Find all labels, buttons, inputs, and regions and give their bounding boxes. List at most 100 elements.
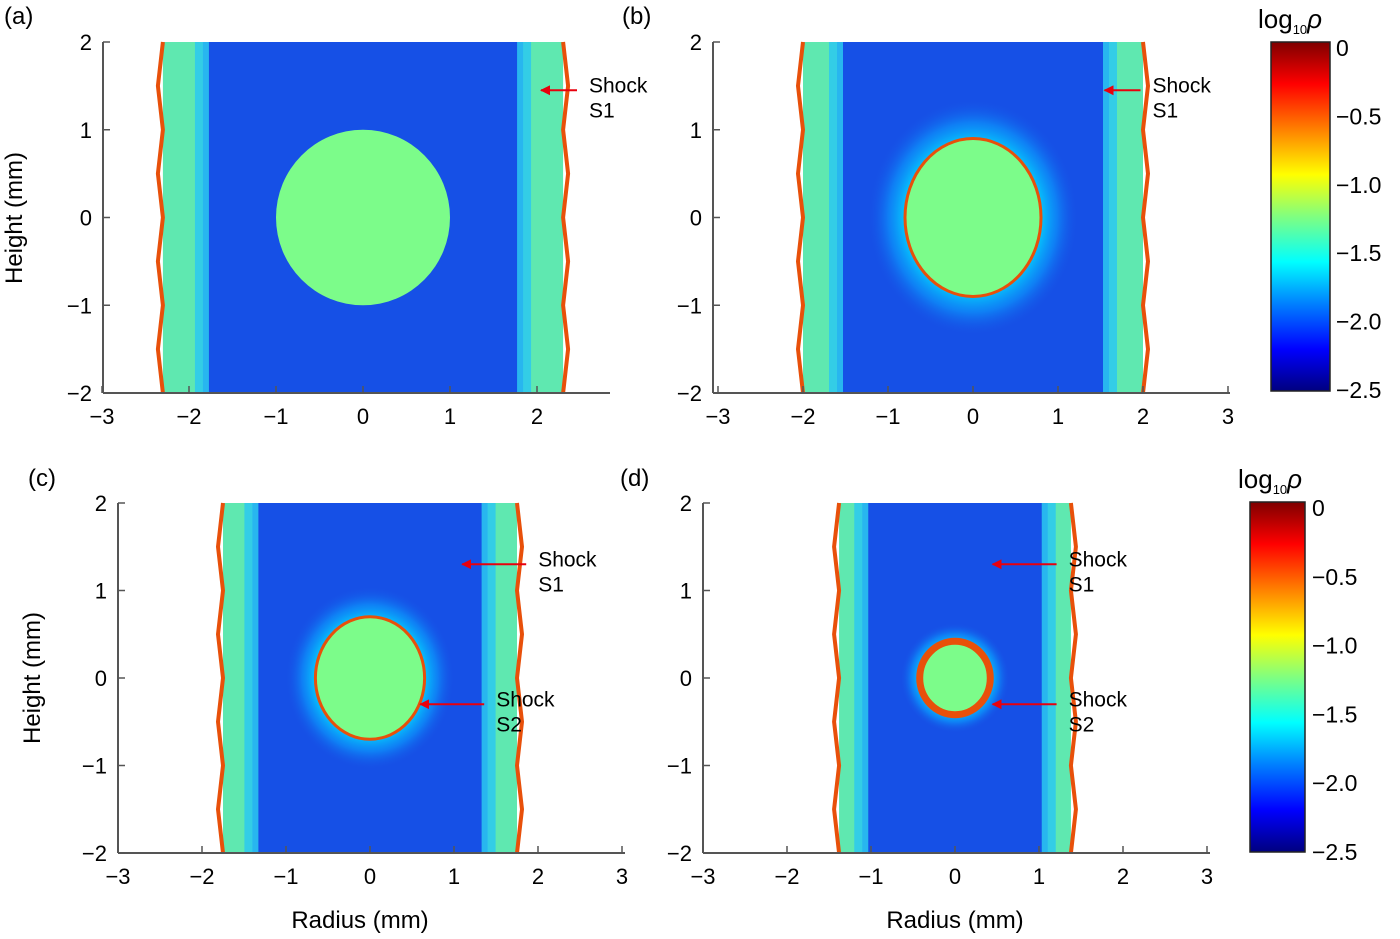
x-tick-label: −3 xyxy=(105,864,130,889)
y-tick-label: −1 xyxy=(667,754,692,779)
colorbar-top-ticks: 0 −0.5 −1.0 −1.5 −2.0 −2.5 xyxy=(1336,35,1381,403)
transition-band-left xyxy=(829,42,843,393)
panel-label-d: (d) xyxy=(620,465,649,492)
colorbar-tick-label: −0.5 xyxy=(1336,103,1381,129)
colorbar-bottom-gradient xyxy=(1249,501,1306,853)
colorbar-top-gradient xyxy=(1270,41,1331,392)
annotation-label-line2: S1 xyxy=(589,99,615,122)
x-tick-label: 2 xyxy=(532,864,544,889)
y-tick-label: −1 xyxy=(82,754,107,779)
y-tick-label: 2 xyxy=(80,30,92,55)
annotation-label-line1: Shock xyxy=(496,688,555,711)
annotation-label-line1: Shock xyxy=(1069,688,1128,711)
shock-s1-front-left xyxy=(155,41,165,394)
cylinder xyxy=(903,137,1043,298)
x-tick-label: 3 xyxy=(616,864,628,889)
y-tick-label: 0 xyxy=(680,666,692,691)
x-tick-label: 3 xyxy=(1201,864,1213,889)
cylinder xyxy=(916,637,994,719)
y-tick-label: 0 xyxy=(95,666,107,691)
annotation-label-line1: Shock xyxy=(1069,548,1128,571)
colorbar-tick-label: −2.5 xyxy=(1336,377,1381,403)
panel-label-a: (a) xyxy=(4,3,33,30)
colorbar-tick-label: −0.5 xyxy=(1312,564,1357,590)
y-tick-label: −1 xyxy=(67,293,92,318)
shock-s1-front-right xyxy=(561,41,571,394)
annotation-label-line2: S1 xyxy=(538,573,564,596)
x-tick-label: 1 xyxy=(1052,404,1064,429)
colorbar-tick-label: 0 xyxy=(1336,35,1349,61)
x-tick-label: 2 xyxy=(1117,864,1129,889)
shock-s1-front-left xyxy=(215,502,226,854)
y-tick-label: −2 xyxy=(67,381,92,406)
x-tick-label: 0 xyxy=(357,404,369,429)
colorbar-tick-label: −2.0 xyxy=(1336,309,1381,335)
x-tick-label: 2 xyxy=(531,404,543,429)
x-tick-label: 2 xyxy=(1137,404,1149,429)
ylabel-a: Height (mm) xyxy=(1,152,28,284)
xlabel-c: Radius (mm) xyxy=(291,907,428,934)
x-tick-label: −3 xyxy=(690,864,715,889)
x-tick-label: 1 xyxy=(448,864,460,889)
plot-area-b xyxy=(795,41,1151,394)
x-tick-label: −2 xyxy=(189,864,214,889)
plot-area-a xyxy=(155,41,571,394)
x-tick-label: 0 xyxy=(949,864,961,889)
xlabel-d: Radius (mm) xyxy=(886,907,1023,934)
shock-s1-front-left xyxy=(832,502,842,854)
colorbar-bottom-ticks: 0 −0.5 −1.0 −1.5 −2.0 −2.5 xyxy=(1312,495,1357,865)
annotation-label-line1: Shock xyxy=(538,548,597,571)
x-tick-label: −1 xyxy=(875,404,900,429)
y-tick-label: 1 xyxy=(80,118,92,143)
y-tick-label: −2 xyxy=(677,381,702,406)
x-tick-label: −1 xyxy=(263,404,288,429)
x-tick-label: 0 xyxy=(967,404,979,429)
transition-band-left xyxy=(194,42,209,393)
colorbar-bottom-title: log10ρ xyxy=(1238,464,1302,497)
y-tick-label: 2 xyxy=(95,491,107,516)
ylabel-c: Height (mm) xyxy=(19,612,46,744)
x-tick-label: −1 xyxy=(858,864,883,889)
x-tick-label: −2 xyxy=(790,404,815,429)
x-tick-label: 3 xyxy=(1222,404,1234,429)
x-tick-label: 1 xyxy=(444,404,456,429)
colorbar-tick-label: −1.5 xyxy=(1336,240,1381,266)
colorbar-tick-label: −1.0 xyxy=(1312,633,1357,659)
y-tick-label: 1 xyxy=(690,118,702,143)
cylinder xyxy=(313,615,427,741)
shock-s1-front-right xyxy=(514,502,525,854)
y-tick-label: 2 xyxy=(690,30,702,55)
y-tick-label: 0 xyxy=(80,206,92,231)
y-tick-label: −2 xyxy=(667,841,692,866)
colorbar-tick-label: −2.0 xyxy=(1312,770,1357,796)
y-tick-label: −2 xyxy=(82,841,107,866)
x-tick-label: −2 xyxy=(774,864,799,889)
cylinder xyxy=(276,129,450,306)
annotation-label-line2: S1 xyxy=(1069,573,1095,596)
y-tick-label: 1 xyxy=(680,579,692,604)
shock-s1-front-right xyxy=(1140,41,1151,394)
x-tick-label: 0 xyxy=(364,864,376,889)
colorbar-bottom: log10ρ 0 −0.5 −1.0 −1.5 −2.0 −2.5 xyxy=(1238,464,1357,865)
x-tick-label: −1 xyxy=(273,864,298,889)
transition-band-left xyxy=(244,503,259,853)
colorbar-tick-label: −1.5 xyxy=(1312,701,1357,727)
colorbar-top-title: log10ρ xyxy=(1258,4,1322,37)
annotation-label-line1: Shock xyxy=(589,74,648,97)
panel-label-c: (c) xyxy=(28,465,56,492)
annotation-label-line2: S1 xyxy=(1153,99,1179,122)
annotation-label-line2: S2 xyxy=(1069,713,1095,736)
y-tick-label: 1 xyxy=(95,579,107,604)
transition-band-right xyxy=(481,503,496,853)
y-tick-label: 0 xyxy=(690,206,702,231)
shock-s1-front-left xyxy=(795,41,806,394)
